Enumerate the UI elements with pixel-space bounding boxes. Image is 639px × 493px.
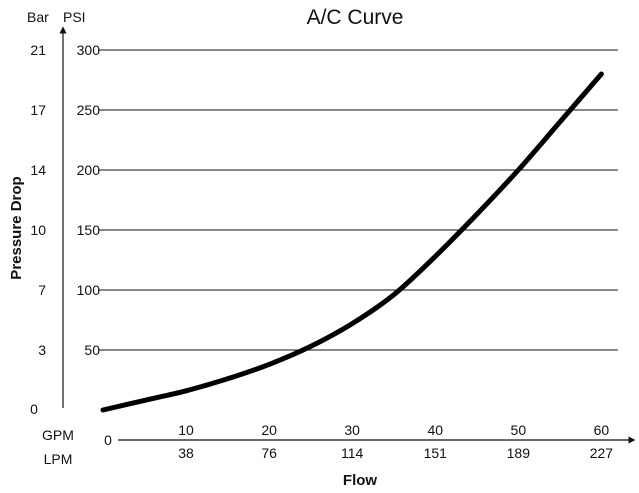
y-unit-bar: Bar <box>27 9 49 25</box>
x-tick-label-lpm: 227 <box>590 445 614 461</box>
x-tick-label-lpm: 38 <box>178 445 194 461</box>
x-unit-lpm: LPM <box>44 451 73 467</box>
y-tick-label-bar: 21 <box>30 42 46 58</box>
x-tick-label-gpm: 30 <box>344 422 360 438</box>
x-tick-labels: 10 38 20 76 30 114 40 151 50 189 60 227 <box>178 422 613 461</box>
series-layer <box>100 71 604 413</box>
y-tick-label-psi: 250 <box>77 102 101 118</box>
y-tick-label-bar: 3 <box>38 342 46 358</box>
chart-title: A/C Curve <box>307 6 404 29</box>
series-line <box>100 71 604 413</box>
y-unit-psi: PSI <box>63 9 86 25</box>
x-axis-title: Flow <box>343 472 377 489</box>
y-tick-label-bar: 14 <box>30 162 46 178</box>
x-tick-label-lpm: 151 <box>424 445 448 461</box>
y-tick-labels: 50 3 100 7 150 10 200 14 250 17 300 21 <box>30 42 100 358</box>
y-tick-label-psi: 50 <box>84 342 100 358</box>
x-tick-label-gpm: 10 <box>178 422 194 438</box>
y-tick-label-bar: 7 <box>38 282 46 298</box>
y-tick-label-psi: 300 <box>77 42 101 58</box>
grid-lines <box>98 49 618 351</box>
y-tick-label-bar: 17 <box>30 102 46 118</box>
y-axis-title: Pressure Drop <box>8 176 25 279</box>
x-tick-label-gpm: 40 <box>427 422 443 438</box>
y-origin-label-bar: 0 <box>30 401 38 417</box>
y-tick-label-psi: 200 <box>77 162 101 178</box>
y-tick-label-psi: 100 <box>77 282 101 298</box>
x-tick-label-gpm: 60 <box>594 422 610 438</box>
x-tick-label-lpm: 76 <box>261 445 277 461</box>
x-origin-label: 0 <box>104 432 112 448</box>
y-tick-label-psi: 150 <box>77 222 101 238</box>
x-unit-gpm: GPM <box>42 427 74 443</box>
x-tick-label-gpm: 20 <box>261 422 277 438</box>
y-tick-label-bar: 10 <box>30 222 46 238</box>
x-tick-label-lpm: 189 <box>507 445 531 461</box>
x-tick-label-lpm: 114 <box>341 445 364 461</box>
x-tick-label-gpm: 50 <box>511 422 527 438</box>
